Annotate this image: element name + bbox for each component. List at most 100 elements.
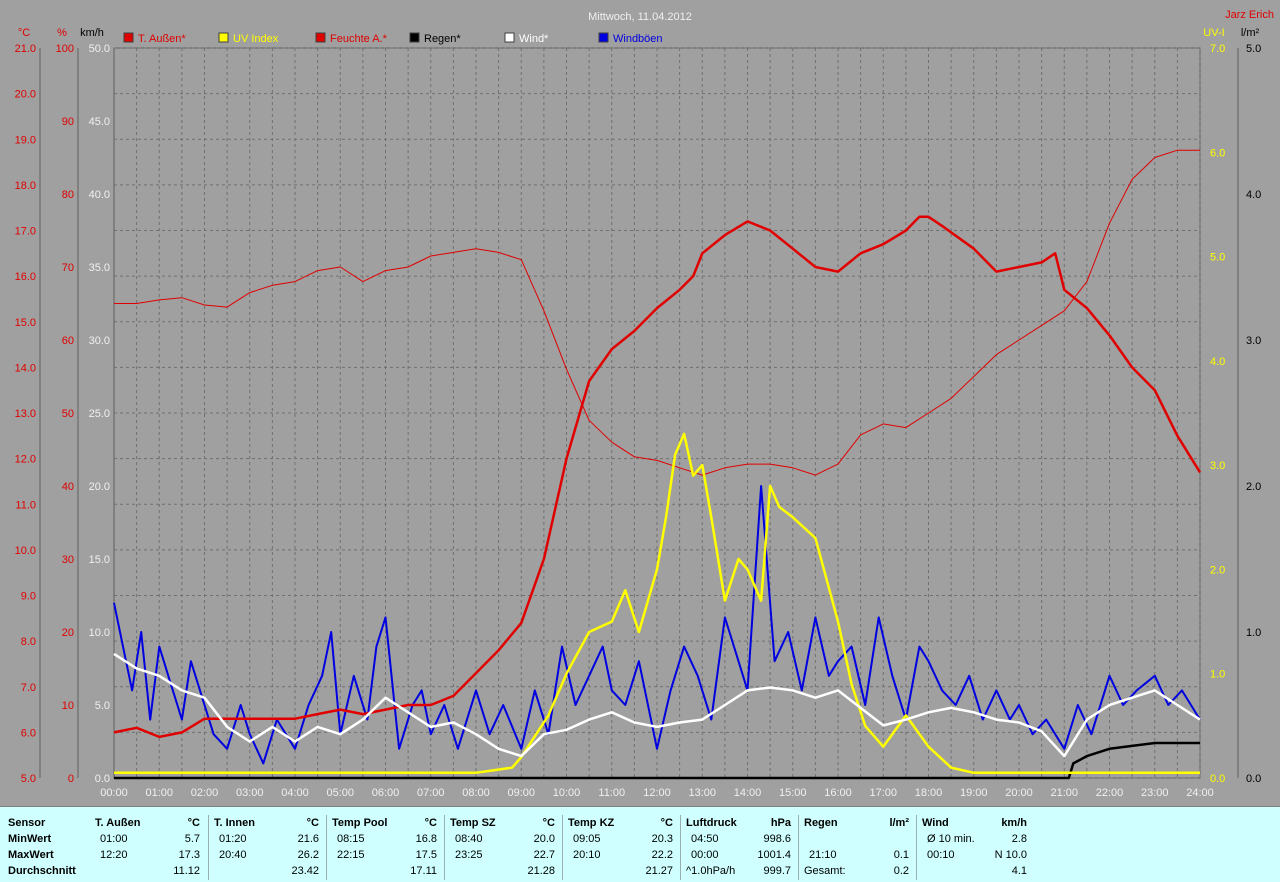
legend-swatch — [123, 32, 134, 43]
time-tick-label: 02:00 — [191, 787, 219, 799]
stats-avg-value: 23.42 — [291, 865, 319, 877]
time-tick-label: 22:00 — [1096, 787, 1124, 799]
stats-min-time: Ø 10 min. — [927, 833, 975, 845]
time-tick-label: 18:00 — [915, 787, 943, 799]
wind-tick-label: 0.0 — [95, 773, 110, 785]
rain-tick-label: 3.0 — [1246, 335, 1261, 347]
legend-swatch — [218, 32, 229, 43]
humidity-tick-label: 50 — [62, 408, 74, 420]
time-tick-label: 23:00 — [1141, 787, 1169, 799]
stats-avg-value: 11.12 — [173, 865, 200, 877]
row-label-min: MinWert — [8, 833, 52, 845]
time-tick-label: 21:00 — [1050, 787, 1078, 799]
series-uv-index — [114, 432, 1200, 775]
uv-tick-label: 3.0 — [1210, 460, 1225, 472]
rain-tick-label: 4.0 — [1246, 189, 1261, 201]
stats-column-title: T. Innen — [214, 817, 255, 829]
rain-tick-label: 1.0 — [1246, 627, 1261, 639]
series-rain — [114, 741, 1200, 780]
stats-avg-value: 21.27 — [645, 865, 673, 877]
stats-max-value: 0.1 — [893, 849, 909, 861]
rain-unit-label: l/m² — [1241, 27, 1260, 39]
humidity-tick-label: 60 — [62, 335, 74, 347]
temp-tick-label: 21.0 — [15, 43, 36, 55]
stats-column: T. Innen °C 01:20 21.6 20:40 26.2 23.42 — [208, 815, 327, 880]
temp-tick-label: 17.0 — [15, 226, 36, 238]
stats-column-title: Temp Pool — [332, 817, 388, 829]
time-tick-label: 24:00 — [1186, 787, 1214, 799]
stats-column-title: Luftdruck — [686, 817, 737, 829]
temp-tick-label: 12.0 — [15, 454, 36, 466]
humidity-tick-label: 20 — [62, 627, 74, 639]
legend-label: T. Außen* — [138, 33, 186, 45]
stats-max-value: 17.3 — [178, 849, 200, 861]
legend-label: Regen* — [424, 33, 461, 45]
stats-max-time: 20:40 — [219, 849, 247, 861]
stats-column-title: Temp KZ — [568, 817, 615, 829]
time-tick-label: 19:00 — [960, 787, 988, 799]
temp-tick-label: 6.0 — [21, 727, 36, 739]
temp-tick-label: 9.0 — [21, 591, 36, 603]
time-tick-label: 17:00 — [869, 787, 897, 799]
humidity-tick-label: 10 — [62, 700, 74, 712]
time-tick-label: 01:00 — [145, 787, 173, 799]
stats-avg-value: 999.7 — [763, 865, 791, 877]
humidity-tick-label: 90 — [62, 116, 74, 128]
time-tick-label: 20:00 — [1005, 787, 1033, 799]
series-temp-outside — [113, 215, 1202, 739]
time-tick-label: 04:00 — [281, 787, 309, 799]
wind-tick-label: 30.0 — [89, 335, 110, 347]
uv-tick-label: 6.0 — [1210, 147, 1225, 159]
stats-column-unit: °C — [542, 817, 555, 829]
stats-min-time: 09:05 — [573, 833, 601, 845]
stats-column-title: T. Außen — [95, 817, 141, 829]
temp-tick-label: 10.0 — [15, 545, 36, 557]
legend-swatch — [504, 32, 515, 43]
stats-avg-value: 0.2 — [893, 865, 909, 877]
humidity-tick-label: 40 — [62, 481, 74, 493]
stats-max-time: 00:00 — [691, 849, 719, 861]
stats-min-time: 01:00 — [100, 833, 128, 845]
wind-tick-label: 15.0 — [89, 554, 110, 566]
uv-tick-label: 0.0 — [1210, 773, 1225, 785]
time-tick-label: 06:00 — [372, 787, 400, 799]
stats-column: Regen l/m² 21:10 0.1 Gesamt: 0.2 — [798, 815, 917, 880]
rain-tick-label: 5.0 — [1246, 43, 1261, 55]
stats-max-value: N 10.0 — [994, 849, 1027, 861]
stats-avg-value: 17.11 — [410, 865, 437, 877]
row-label-max: MaxWert — [8, 849, 54, 861]
uv-tick-label: 1.0 — [1210, 669, 1225, 681]
temp-tick-label: 5.0 — [21, 773, 36, 785]
uv-tick-label: 5.0 — [1210, 252, 1225, 264]
legend-label: Feuchte A.* — [330, 33, 388, 45]
uv-tick-label: 4.0 — [1210, 356, 1225, 368]
temp-tick-label: 8.0 — [21, 636, 36, 648]
row-label-sensor: Sensor — [8, 817, 46, 829]
stats-min-value: 998.6 — [763, 833, 791, 845]
stats-column: Wind km/h Ø 10 min. 2.8 00:10 N 10.0 4.1 — [916, 815, 1035, 880]
stats-column-unit: hPa — [770, 817, 791, 829]
row-label-avg: Durchschnitt — [8, 865, 76, 877]
stats-column-unit: °C — [424, 817, 437, 829]
wind-unit-label: km/h — [80, 27, 104, 39]
stats-min-value: 16.8 — [415, 833, 437, 845]
author-label: Jarz Erich — [1225, 9, 1274, 21]
time-tick-label: 10:00 — [553, 787, 581, 799]
time-tick-label: 09:00 — [507, 787, 535, 799]
time-tick-label: 00:00 — [100, 787, 128, 799]
stats-max-time: 00:10 — [927, 849, 955, 861]
stats-column: Temp KZ °C 09:05 20.3 20:10 22.2 21.27 — [562, 815, 681, 880]
temp-tick-label: 14.0 — [15, 362, 36, 374]
humidity-unit-label: % — [57, 27, 67, 39]
legend-label: Wind* — [519, 33, 549, 45]
temp-tick-label: 13.0 — [15, 408, 36, 420]
stats-avg-label: ^1.0hPa/h — [686, 865, 736, 877]
temp-tick-label: 18.0 — [15, 180, 36, 192]
stats-max-time: 23:25 — [455, 849, 483, 861]
stats-min-value: 21.6 — [297, 833, 319, 845]
stats-min-value: 20.0 — [533, 833, 555, 845]
time-tick-label: 08:00 — [462, 787, 490, 799]
stats-column-title: Regen — [804, 817, 838, 829]
weather-chart: Mittwoch, 11.04.2012 Jarz Erich °C% km/h UV-… — [14, 9, 1274, 799]
stats-min-value: 5.7 — [184, 833, 200, 845]
